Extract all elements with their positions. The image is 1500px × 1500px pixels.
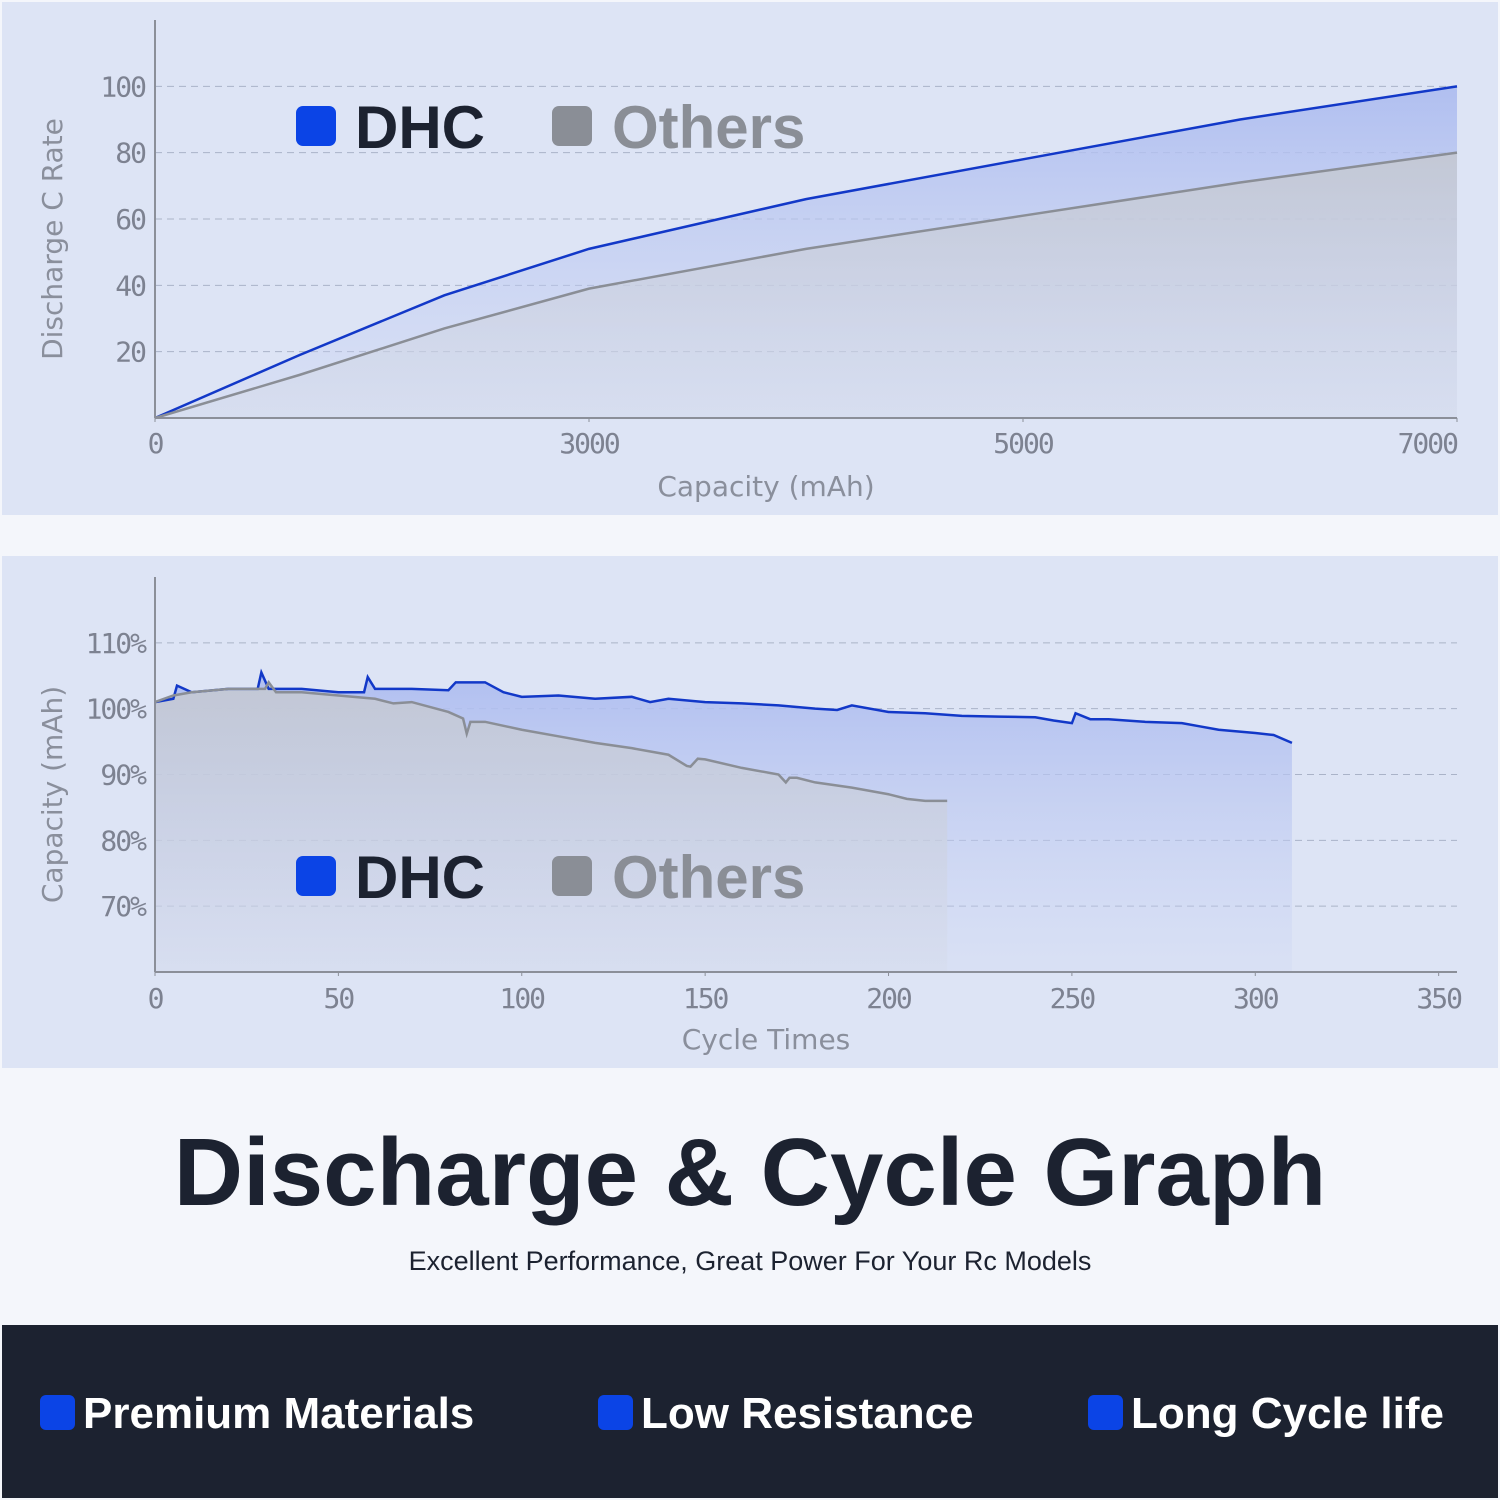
- line: [154, 680, 948, 803]
- y-axis-title: Discharge C Rate: [36, 118, 69, 360]
- x-tick-label: 50: [324, 982, 355, 1015]
- y-axis-title: Capacity (mAh): [36, 686, 69, 903]
- bullet: [40, 1395, 75, 1430]
- x-tick-label: 0: [148, 982, 164, 1015]
- y-tick-label: 60: [115, 203, 146, 236]
- legend-swatch: [552, 106, 592, 146]
- feature: Premium Materials: [83, 1389, 474, 1438]
- legend-swatch: [296, 106, 336, 146]
- x-tick-label: 3000: [559, 427, 620, 460]
- feature: Low Resistance: [641, 1389, 974, 1438]
- area: [155, 682, 948, 972]
- subtitle: Excellent Performance, Great Power For Y…: [409, 1246, 1092, 1276]
- x-tick-label: 100: [499, 982, 545, 1015]
- y-tick-label: 70%: [100, 890, 147, 923]
- legend-swatch: [552, 856, 592, 896]
- x-axis-title: Cycle Times: [682, 1023, 851, 1056]
- feature: Long Cycle life: [1131, 1389, 1444, 1438]
- line: [154, 668, 1293, 745]
- legend-swatch: [296, 856, 336, 896]
- y-tick-label: 110%: [86, 627, 148, 660]
- title: Discharge & Cycle Graph: [174, 1119, 1326, 1226]
- legend-label: DHC: [355, 94, 485, 161]
- x-tick-label: 200: [866, 982, 912, 1015]
- legend-label: Others: [612, 94, 805, 161]
- y-tick-label: 100: [100, 70, 146, 103]
- x-tick-label: 0: [148, 427, 164, 460]
- line: [154, 151, 1458, 420]
- legend-label: DHC: [355, 844, 485, 911]
- legend-label: Others: [612, 844, 805, 911]
- area: [155, 152, 1457, 418]
- bullet: [1088, 1395, 1123, 1430]
- feature-band: [2, 1325, 1498, 1498]
- x-axis-title: Capacity (mAh): [657, 470, 874, 503]
- y-tick-label: 40: [115, 269, 146, 302]
- x-tick-label: 7000: [1398, 427, 1459, 460]
- y-tick-label: 20: [115, 336, 146, 369]
- x-tick-label: 350: [1416, 982, 1462, 1015]
- x-tick-label: 300: [1233, 982, 1279, 1015]
- y-tick-label: 100%: [86, 693, 148, 726]
- x-tick-label: 150: [683, 982, 729, 1015]
- y-tick-label: 80: [115, 137, 146, 170]
- y-tick-label: 90%: [100, 759, 147, 792]
- y-tick-label: 80%: [100, 824, 147, 857]
- x-tick-label: 5000: [993, 427, 1054, 460]
- x-tick-label: 250: [1050, 982, 1096, 1015]
- bullet: [598, 1395, 633, 1430]
- line: [154, 85, 1458, 420]
